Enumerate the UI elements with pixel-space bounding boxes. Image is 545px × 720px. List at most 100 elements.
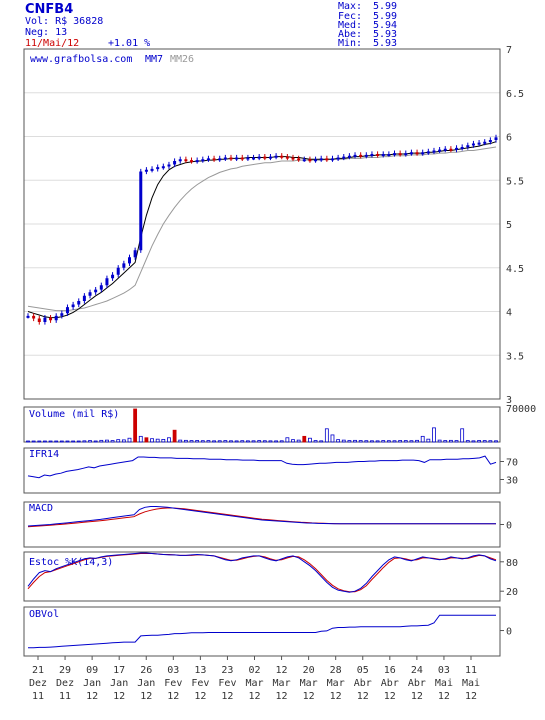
candle-body xyxy=(111,274,115,279)
price-tick-label: 4.5 xyxy=(506,264,524,275)
change-label: +1.01 % xyxy=(108,38,150,49)
candle-body xyxy=(488,140,492,142)
x-tick-day: 28 xyxy=(330,665,342,676)
volume-bar xyxy=(279,440,284,443)
x-tick-month: Mai xyxy=(462,678,480,689)
volume-bar xyxy=(285,437,290,443)
volume-bar xyxy=(54,440,59,443)
legend-mm7: MM7 xyxy=(145,54,163,65)
x-tick-month: Mar xyxy=(300,678,318,689)
volume-bar xyxy=(324,428,329,443)
x-tick-month: Mai xyxy=(435,678,453,689)
candle-body xyxy=(291,157,295,160)
stat-avg-label: Med: xyxy=(338,20,362,31)
x-tick-year: 12 xyxy=(221,691,233,702)
candle-body xyxy=(201,159,205,162)
volume-bar xyxy=(336,439,341,443)
ifr-panel-frame xyxy=(23,447,501,494)
volume-bar xyxy=(370,440,374,443)
candle-body xyxy=(252,157,256,160)
candle-body xyxy=(32,315,36,319)
volume-bar xyxy=(488,440,493,443)
x-tick-year: 12 xyxy=(113,691,125,702)
volume-bar xyxy=(37,440,42,443)
x-tick-day: 26 xyxy=(140,665,152,676)
volume-bar xyxy=(167,437,171,443)
volume-bar xyxy=(415,439,419,443)
candle-body xyxy=(449,148,453,151)
candle-body xyxy=(190,160,194,163)
candle-body xyxy=(438,149,442,152)
price-tick-label: 3.5 xyxy=(506,351,524,362)
volume-bar xyxy=(150,438,154,443)
candle-body xyxy=(218,158,222,161)
candle-body xyxy=(319,158,323,161)
ifr-line xyxy=(27,455,497,479)
volume-bar xyxy=(443,440,448,443)
x-tick-day: 03 xyxy=(438,665,450,676)
volume-bar xyxy=(206,440,211,443)
volume-bar xyxy=(375,440,380,443)
obv-panel-title: OBVol xyxy=(29,609,59,620)
volume-bar xyxy=(274,440,278,443)
candle-body xyxy=(330,158,334,161)
volume-bar xyxy=(420,435,425,443)
volume-bar xyxy=(59,440,64,443)
candle-body xyxy=(235,157,239,160)
x-tick-year: 12 xyxy=(140,691,152,702)
volume-bar xyxy=(138,435,143,443)
x-tick-month: Jan xyxy=(110,678,128,689)
candle-body xyxy=(26,315,30,318)
volume-bar xyxy=(144,437,149,443)
x-tick-month: Mar xyxy=(245,678,263,689)
stat-open-value: 5.93 xyxy=(373,29,397,40)
x-tick-year: 12 xyxy=(330,691,342,702)
volume-bar xyxy=(347,440,352,443)
ifr-panel-title: IFR14 xyxy=(29,449,59,460)
volume-bar xyxy=(99,439,104,443)
candle-body xyxy=(280,155,284,158)
volume-label: Vol: R$ 36828 xyxy=(25,16,103,27)
volume-bar xyxy=(82,440,87,443)
volume-bar xyxy=(161,439,166,443)
volume-bar xyxy=(189,440,194,443)
x-tick-year: 12 xyxy=(411,691,423,702)
candle-body xyxy=(336,157,340,160)
volume-bar xyxy=(195,440,200,443)
price-tick-label: 6.5 xyxy=(506,89,524,100)
candle-body xyxy=(285,156,289,159)
candle-body xyxy=(494,137,498,140)
volume-bar xyxy=(426,438,431,443)
candle-body xyxy=(421,152,425,155)
volume-bar xyxy=(364,440,369,443)
volume-bar xyxy=(127,437,132,443)
candle-body xyxy=(370,154,374,156)
volume-bar xyxy=(31,440,36,443)
volume-bar xyxy=(381,440,386,443)
volume-bar xyxy=(482,440,487,443)
volume-bar xyxy=(251,440,256,443)
volume-bar xyxy=(217,440,222,443)
candle-body xyxy=(393,153,397,156)
volume-panel-title: Volume (mil R$) xyxy=(29,409,119,420)
candle-body xyxy=(173,161,177,165)
x-tick-month: Fev xyxy=(218,678,236,689)
macd-tick-label: 0 xyxy=(506,521,512,532)
candle-body xyxy=(82,295,86,301)
candle-body xyxy=(240,157,244,160)
candle-body xyxy=(77,301,81,305)
volume-bar xyxy=(308,437,312,443)
price-tick-label: 7 xyxy=(506,45,512,56)
obv-line xyxy=(28,614,496,649)
candle-body xyxy=(297,158,301,161)
x-tick-day: 03 xyxy=(167,665,179,676)
candle-body xyxy=(54,315,58,321)
candle-body xyxy=(139,171,143,251)
volume-bar xyxy=(465,440,470,443)
candle-body xyxy=(167,164,171,167)
mm7-line xyxy=(27,141,497,319)
x-tick-day: 16 xyxy=(384,665,396,676)
volume-tick-label: 70000 xyxy=(506,404,536,415)
candle-body xyxy=(223,157,227,160)
